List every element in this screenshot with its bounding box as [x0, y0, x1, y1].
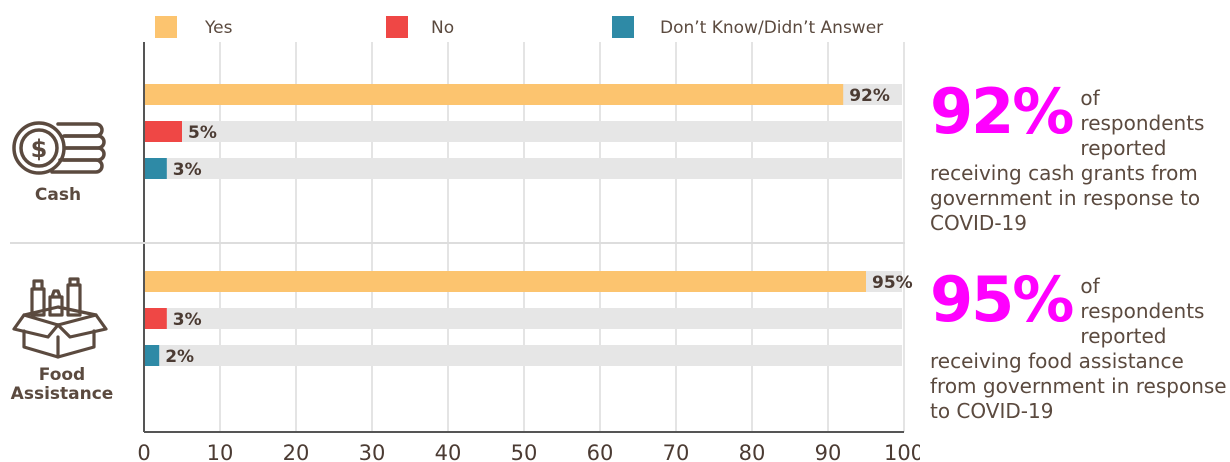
bar-label-1-1: 3% [173, 310, 202, 330]
bar-track-1-1 [144, 308, 902, 329]
bar-labels: 92% 5% 3% 95% 3% 2% [165, 86, 913, 367]
x-tick-label-50: 50 [511, 441, 538, 462]
legend-swatch-2 [612, 16, 634, 38]
category-label-food-line2: Assistance [11, 384, 114, 404]
bar-label-0-1: 5% [188, 123, 217, 143]
money-stack-icon: $ [12, 121, 106, 175]
legend-label-1: No [431, 18, 454, 38]
category-label-food-line1: Food [39, 365, 85, 385]
x-tick-label-80: 80 [739, 441, 766, 462]
x-axis: 0 10 20 30 40 50 60 70 80 90 100 [137, 42, 920, 462]
bars [144, 84, 866, 366]
callout-food: 95% of respondents reported receiving fo… [930, 263, 1228, 424]
bar-label-0-0: 92% [849, 86, 890, 106]
food-box-icon [12, 277, 108, 359]
callout-cash-lead: of respondents reported [1080, 86, 1205, 160]
x-tick-label-100: 100 [884, 441, 920, 462]
x-tick-label-10: 10 [207, 441, 234, 462]
x-tick-label-20: 20 [283, 441, 310, 462]
bar-label-1-2: 2% [165, 347, 194, 367]
bar-tracks [144, 84, 902, 366]
x-tick-label-0: 0 [137, 441, 150, 462]
bar-chart: 92% 5% 3% 95% 3% 2% 0 10 20 30 40 50 60 70 80 90 100 Ye… [10, 16, 920, 462]
legend-label-2: Don’t Know/Didn’t Answer [660, 18, 883, 38]
bar-1-2 [144, 345, 160, 366]
bar-0-0 [144, 84, 844, 105]
callout-food-percent: 95% [930, 263, 1074, 336]
callout-food-text: receiving food assistance from governmen… [930, 349, 1227, 423]
callout-cash-text: receiving cash grants from government in… [930, 161, 1201, 235]
callout-cash-percent: 92% [930, 75, 1074, 148]
bar-track-0-2 [144, 158, 902, 179]
x-tick-label-60: 60 [587, 441, 614, 462]
callout-food-lead: of respondents reported [1080, 274, 1205, 348]
bar-track-0-1 [144, 121, 902, 142]
bar-1-1 [144, 308, 167, 329]
bar-label-1-0: 95% [872, 273, 913, 293]
grid-lines [143, 42, 905, 432]
legend: Yes No Don’t Know/Didn’t Answer [155, 16, 883, 38]
bar-0-1 [144, 121, 182, 142]
x-tick-label-70: 70 [663, 441, 690, 462]
bar-0-2 [144, 158, 167, 179]
callout-cash: 92% of respondents reported receiving ca… [930, 75, 1228, 236]
legend-swatch-0 [155, 16, 177, 38]
legend-label-0: Yes [204, 18, 233, 38]
category-label-cash: Cash [35, 185, 81, 205]
legend-swatch-1 [386, 16, 408, 38]
x-tick-label-40: 40 [435, 441, 462, 462]
x-tick-label-90: 90 [815, 441, 842, 462]
bar-label-0-2: 3% [173, 160, 202, 180]
svg-text:$: $ [31, 135, 48, 163]
x-tick-label-30: 30 [359, 441, 386, 462]
bar-1-0 [144, 271, 866, 292]
bar-track-1-2 [144, 345, 902, 366]
